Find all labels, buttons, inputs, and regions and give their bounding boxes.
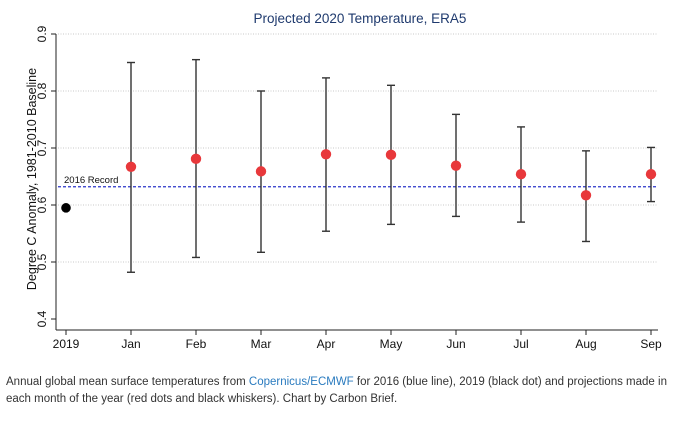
projection-dot xyxy=(190,153,202,165)
caption-prefix: Annual global mean surface temperatures … xyxy=(6,376,249,388)
x-tick-label: Jul xyxy=(513,337,528,351)
projection-dot xyxy=(255,166,267,177)
projection-dot xyxy=(515,169,527,180)
x-tick-label: Feb xyxy=(186,337,207,351)
projection-dot xyxy=(125,161,137,173)
chart-title: Projected 2020 Temperature, ERA5 xyxy=(254,11,467,26)
projection-dot xyxy=(450,160,462,171)
projection-dot xyxy=(580,190,592,201)
x-tick-label: Jun xyxy=(446,337,465,351)
axes: 0.4 0.5 0.6 0.7 0.8 0.9 2019 Jan Feb Mar Apr May Jun… xyxy=(35,25,662,351)
projection-dot xyxy=(385,149,397,161)
observed-2019-dot xyxy=(61,203,71,213)
grid-lines xyxy=(58,33,658,263)
caption-suffix: for 2016 (blue line), 2019 (black dot) a… xyxy=(6,376,667,405)
x-tick-label: May xyxy=(380,337,403,351)
x-tick-label: Mar xyxy=(251,337,272,351)
copernicus-link[interactable]: Copernicus/ECMWF xyxy=(248,376,354,388)
y-tick-label: 0.9 xyxy=(35,25,49,42)
record-2016-label: 2016 Record xyxy=(64,175,118,186)
y-tick-label: 0.4 xyxy=(35,310,49,327)
x-tick-label: Sep xyxy=(640,337,662,351)
figure-caption: Annual global mean surface temperatures … xyxy=(6,374,676,408)
x-tick-label: Apr xyxy=(317,337,336,351)
y-axis-label: Degree C Anomaly, 1981-2010 Baseline xyxy=(25,68,39,290)
x-tick-label: Jan xyxy=(121,337,140,351)
y-tick-label: 0.6 xyxy=(35,196,49,213)
y-tick-label: 0.5 xyxy=(35,253,49,270)
y-tick-label: 0.8 xyxy=(35,82,49,99)
y-tick-label: 0.7 xyxy=(35,139,49,156)
projection-dot xyxy=(645,169,657,180)
x-tick-label: 2019 xyxy=(53,337,80,351)
chart-canvas: Projected 2020 Temperature, ERA5 Degree … xyxy=(25,11,662,351)
x-tick-label: Aug xyxy=(575,337,596,351)
projection-dot xyxy=(320,149,332,160)
data-marks xyxy=(61,58,657,273)
record-line-group: 2016 Record xyxy=(58,175,658,188)
